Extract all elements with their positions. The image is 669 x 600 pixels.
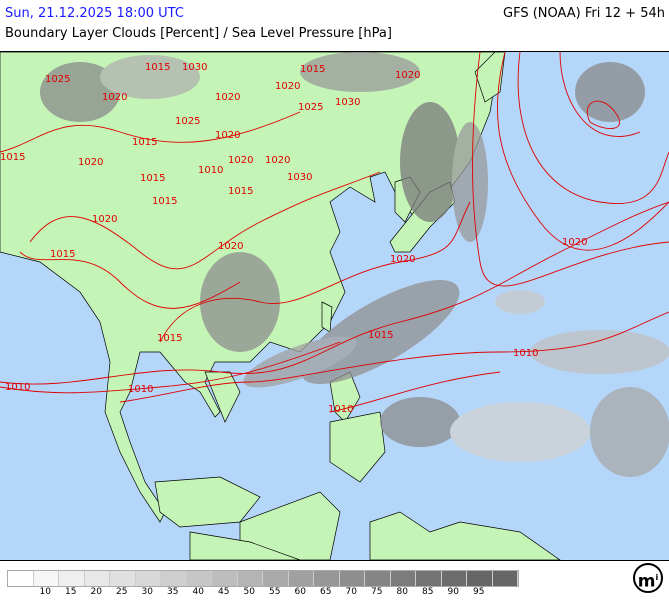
legend-swatch	[288, 571, 314, 586]
isobar-label: 1020	[215, 130, 240, 141]
legend-swatch	[110, 571, 136, 586]
legend-swatch	[314, 571, 340, 586]
legend-tick: 85	[422, 587, 434, 597]
legend-tick: 60	[294, 587, 306, 597]
legend-swatch	[237, 571, 263, 586]
legend-tick: 10	[39, 587, 51, 597]
isobar-label: 1015	[140, 173, 165, 184]
legend-swatch	[492, 571, 518, 586]
isobar-label: 1015	[157, 333, 182, 344]
legend-tick: 65	[320, 587, 332, 597]
legend-swatch	[8, 571, 34, 586]
model-run: GFS (NOAA) Fri 12 + 54h	[503, 6, 665, 21]
legend-swatch	[212, 571, 238, 586]
legend-swatch	[186, 571, 212, 586]
isobar-label: 1015	[368, 330, 393, 341]
legend-tick: 35	[167, 587, 179, 597]
isobars	[0, 52, 669, 413]
legend-tick: 15	[65, 587, 77, 597]
legend-tick: 95	[473, 587, 485, 597]
legend-swatch	[33, 571, 59, 586]
legend-swatch	[416, 571, 442, 586]
legend-tick: 45	[218, 587, 230, 597]
isobar-label: 1015	[50, 249, 75, 260]
legend-swatch	[84, 571, 110, 586]
isobar-label: 1020	[265, 155, 290, 166]
map-title: Boundary Layer Clouds [Percent] / Sea Le…	[5, 26, 392, 41]
legend-tick: 90	[447, 587, 459, 597]
legend-swatch	[441, 571, 467, 586]
isobar-label: 1010	[198, 165, 223, 176]
isobar-label: 1020	[92, 214, 117, 225]
legend-swatch	[161, 571, 187, 586]
isobar-label: 1015	[228, 186, 253, 197]
isobar-label: 1010	[128, 384, 153, 395]
isobar-label: 1020	[562, 237, 587, 248]
isobar-label: 1020	[390, 254, 415, 265]
isobar-label: 1025	[45, 74, 70, 85]
isobar-label: 1010	[5, 382, 30, 393]
isobar-label: 1020	[275, 81, 300, 92]
legend-swatch	[135, 571, 161, 586]
isobar-label: 1030	[182, 62, 207, 73]
isobar-label: 1030	[335, 97, 360, 108]
legend-swatch	[365, 571, 391, 586]
isobar-label: 1030	[287, 172, 312, 183]
legend-tick: 55	[269, 587, 281, 597]
legend-tick: 30	[141, 587, 153, 597]
isobar-label: 1010	[328, 404, 353, 415]
weather-map[interactable]: 1015 1025 1020 1030 1015 1020 1025 1020 …	[0, 51, 669, 561]
legend-swatch	[263, 571, 289, 586]
meteologix-logo: mi	[633, 563, 663, 593]
isobar-label: 1010	[513, 348, 538, 359]
valid-datetime: Sun, 21.12.2025 18:00 UTC	[5, 6, 184, 21]
legend-swatch	[339, 571, 365, 586]
isobar-label: 1020	[215, 92, 240, 103]
legend-tick: 20	[90, 587, 102, 597]
isobar-label: 1015	[300, 64, 325, 75]
isobar-label: 1020	[218, 241, 243, 252]
isobar-labels: 1015 1025 1020 1030 1015 1020 1025 1020 …	[0, 62, 587, 415]
legend-swatch	[59, 571, 85, 586]
isobar-label: 1020	[78, 157, 103, 168]
legend-swatch	[390, 571, 416, 586]
isobar-label: 1025	[298, 102, 323, 113]
isobar-label: 1020	[102, 92, 127, 103]
isobar-label: 1025	[175, 116, 200, 127]
isobar-label: 1015	[145, 62, 170, 73]
isobar-label: 1020	[228, 155, 253, 166]
legend-tick: 50	[243, 587, 255, 597]
legend-tick: 25	[116, 587, 128, 597]
isobar-label: 1020	[395, 70, 420, 81]
isobar-label: 1015	[0, 152, 25, 163]
legend-tick: 40	[192, 587, 204, 597]
legend-tick: 80	[396, 587, 408, 597]
isobar-label: 1015	[132, 137, 157, 148]
legend-tick: 70	[345, 587, 357, 597]
legend-swatch	[467, 571, 493, 586]
legend-tick: 75	[371, 587, 383, 597]
cloud-cover-legend	[7, 570, 519, 587]
isobar-label: 1015	[152, 196, 177, 207]
